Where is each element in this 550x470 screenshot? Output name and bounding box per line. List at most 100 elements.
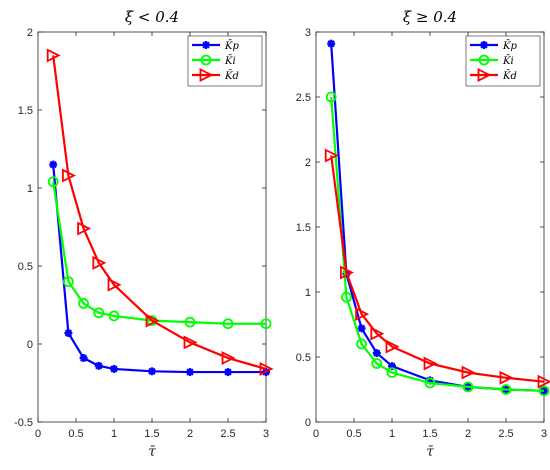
x-tick-label: 0.5 xyxy=(68,428,83,440)
marker-stroke xyxy=(480,41,488,49)
legend-marker xyxy=(200,54,212,66)
data-point xyxy=(222,318,234,330)
data-point xyxy=(355,307,370,322)
data-point xyxy=(538,385,550,397)
data-point xyxy=(500,384,512,395)
data-point xyxy=(183,335,198,350)
chart-title: ξ < 0.4 xyxy=(125,8,179,26)
legend-marker xyxy=(477,68,492,82)
data-point xyxy=(64,329,73,338)
marker-stroke xyxy=(186,368,194,376)
legend-label: K̄i xyxy=(502,55,514,67)
data-point xyxy=(110,364,118,373)
data-point xyxy=(370,326,385,341)
y-tick-label: 1.5 xyxy=(296,222,311,234)
series-line-2 xyxy=(52,181,266,325)
data-point xyxy=(186,368,194,377)
marker-stroke xyxy=(357,324,366,333)
x-axis-label: τ̄ xyxy=(426,444,434,460)
marker-stroke xyxy=(224,368,232,376)
data-point xyxy=(371,358,383,369)
data-point xyxy=(385,339,400,354)
y-tick-label: 2 xyxy=(305,157,311,169)
legend-label: K̄d xyxy=(502,70,517,82)
marker-stroke xyxy=(79,354,88,362)
chart-panel-2: ξ ≥ 0.40 0.5 1 1.5 2 2.5 300.511.522.53τ̄K̄pK̄… xyxy=(296,8,550,460)
x-tick-label: 3 xyxy=(263,428,269,440)
data-point xyxy=(107,277,122,292)
data-point xyxy=(92,255,107,270)
y-tick-label: 0 xyxy=(305,417,311,429)
marker-stroke xyxy=(148,367,156,375)
data-point xyxy=(94,361,103,370)
data-point xyxy=(145,313,160,328)
marker-stroke xyxy=(49,160,57,169)
y-tick-label: -0.5 xyxy=(14,417,33,429)
series-line-3 xyxy=(330,155,545,383)
x-tick-label: 1.5 xyxy=(422,428,437,440)
x-tick-label: 0 xyxy=(35,428,41,440)
data-point xyxy=(47,176,59,188)
data-point xyxy=(339,265,354,280)
legend-marker xyxy=(480,41,488,49)
data-point xyxy=(63,276,74,288)
data-point xyxy=(537,374,550,389)
chart-panel-1: ξ < 0.40 0.5 1 1.5 2 2.5 3-0.500.511.52τ̄K̄pK̄… xyxy=(14,8,274,460)
x-tick-label: 0 xyxy=(313,428,319,440)
x-tick-label: 0.5 xyxy=(346,428,361,440)
data-point xyxy=(259,362,274,376)
y-tick-label: 2 xyxy=(27,27,33,39)
marker-stroke xyxy=(327,40,335,48)
legend-marker xyxy=(478,54,490,66)
legend: K̄p K̄i K̄d xyxy=(187,35,263,87)
x-tick-label: 2.5 xyxy=(498,428,513,440)
data-point xyxy=(224,368,232,377)
x-tick-label: 2 xyxy=(187,428,193,440)
chart-title: ξ ≥ 0.4 xyxy=(403,8,457,26)
legend-marker xyxy=(199,68,214,82)
data-point xyxy=(356,338,368,350)
x-tick-label: 1.5 xyxy=(144,428,159,440)
plot-area xyxy=(37,31,267,423)
y-tick-label: 2.5 xyxy=(296,92,311,104)
data-point xyxy=(325,91,337,103)
data-point xyxy=(148,367,156,376)
marker-stroke xyxy=(202,41,210,49)
data-point xyxy=(461,365,476,380)
legend-label: K̄p xyxy=(502,40,517,52)
y-tick-label: 1 xyxy=(27,183,33,195)
data-point xyxy=(340,291,352,303)
x-tick-label: 2.5 xyxy=(220,428,235,440)
x-tick-label: 1 xyxy=(111,428,117,440)
data-point xyxy=(62,168,76,183)
marker-stroke xyxy=(110,365,118,373)
y-tick-label: 0 xyxy=(27,339,33,351)
legend-label: K̄i xyxy=(224,55,236,67)
y-tick-label: 0.5 xyxy=(296,352,311,364)
data-point xyxy=(324,148,339,163)
series-line-3 xyxy=(52,55,267,371)
legend-label: K̄p xyxy=(224,40,239,52)
x-tick-label: 3 xyxy=(541,428,547,440)
data-point xyxy=(49,160,58,169)
marker-stroke xyxy=(95,362,103,370)
data-point xyxy=(78,298,89,309)
y-tick-label: 3 xyxy=(305,27,311,39)
legend-marker xyxy=(202,41,210,49)
y-tick-label: 1.5 xyxy=(18,105,33,117)
x-tick-label: 1 xyxy=(389,428,395,440)
data-point xyxy=(423,356,438,371)
marker-stroke xyxy=(64,329,73,337)
data-point xyxy=(424,377,436,389)
data-point xyxy=(46,48,61,63)
y-tick-label: 1 xyxy=(305,287,311,299)
marker-stroke xyxy=(373,349,381,357)
data-point xyxy=(184,316,196,328)
data-point xyxy=(372,349,381,358)
data-point xyxy=(93,307,105,319)
data-point xyxy=(77,221,92,236)
data-point xyxy=(462,381,474,393)
data-point xyxy=(79,354,88,363)
data-point xyxy=(499,370,514,385)
